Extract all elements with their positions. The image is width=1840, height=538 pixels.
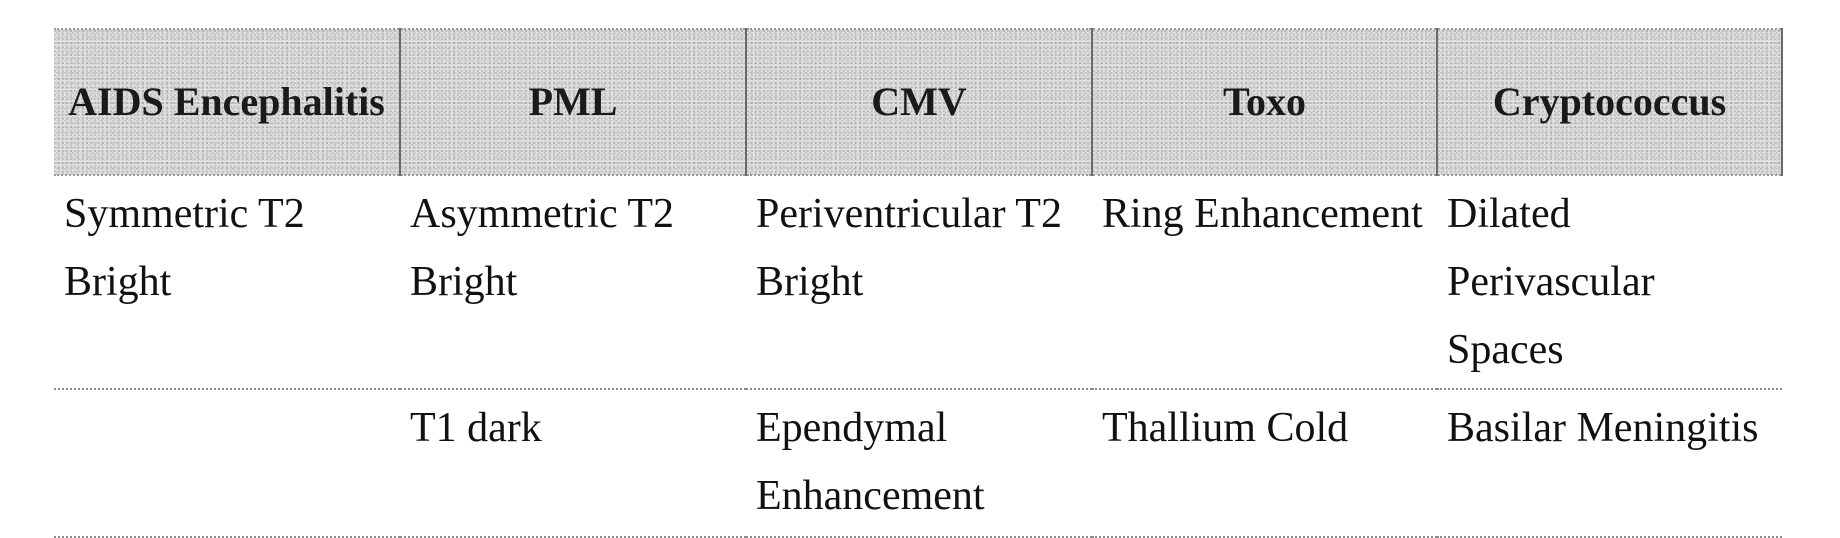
header-cryptococcus: Cryptococcus xyxy=(1436,28,1783,176)
table-cell: Asymmetric T2 Bright xyxy=(400,175,746,390)
table-cell: Periventricular T2 Bright xyxy=(746,175,1092,390)
table-cell: Ependymal Enhancement xyxy=(746,389,1092,538)
table-cell xyxy=(54,389,400,538)
table-cell: Dilated Perivascular Spaces xyxy=(1437,175,1782,390)
header-row: AIDS Encephalitis PML CMV Toxo Cryptococ… xyxy=(54,28,1783,176)
table-cell: Symmetric T2 Bright xyxy=(54,175,400,390)
table-cell: T1 dark xyxy=(400,389,746,538)
header-aids-encephalitis: AIDS Encephalitis xyxy=(54,28,400,176)
table-cell: Ring Enhancement xyxy=(1092,175,1437,390)
header-pml: PML xyxy=(399,28,746,176)
findings-table: AIDS Encephalitis PML CMV Toxo Cryptococ… xyxy=(54,28,1783,538)
table-cell: Basilar Meningitis xyxy=(1437,389,1782,538)
header-cmv: CMV xyxy=(745,28,1092,176)
header-toxo: Toxo xyxy=(1091,28,1437,176)
table-row: Symmetric T2 Bright Asymmetric T2 Bright… xyxy=(54,175,1782,390)
table-cell: Thallium Cold xyxy=(1092,389,1437,538)
findings-table-container: AIDS Encephalitis PML CMV Toxo Cryptococ… xyxy=(54,28,1783,538)
table-row: T1 dark Ependymal Enhancement Thallium C… xyxy=(54,389,1782,538)
